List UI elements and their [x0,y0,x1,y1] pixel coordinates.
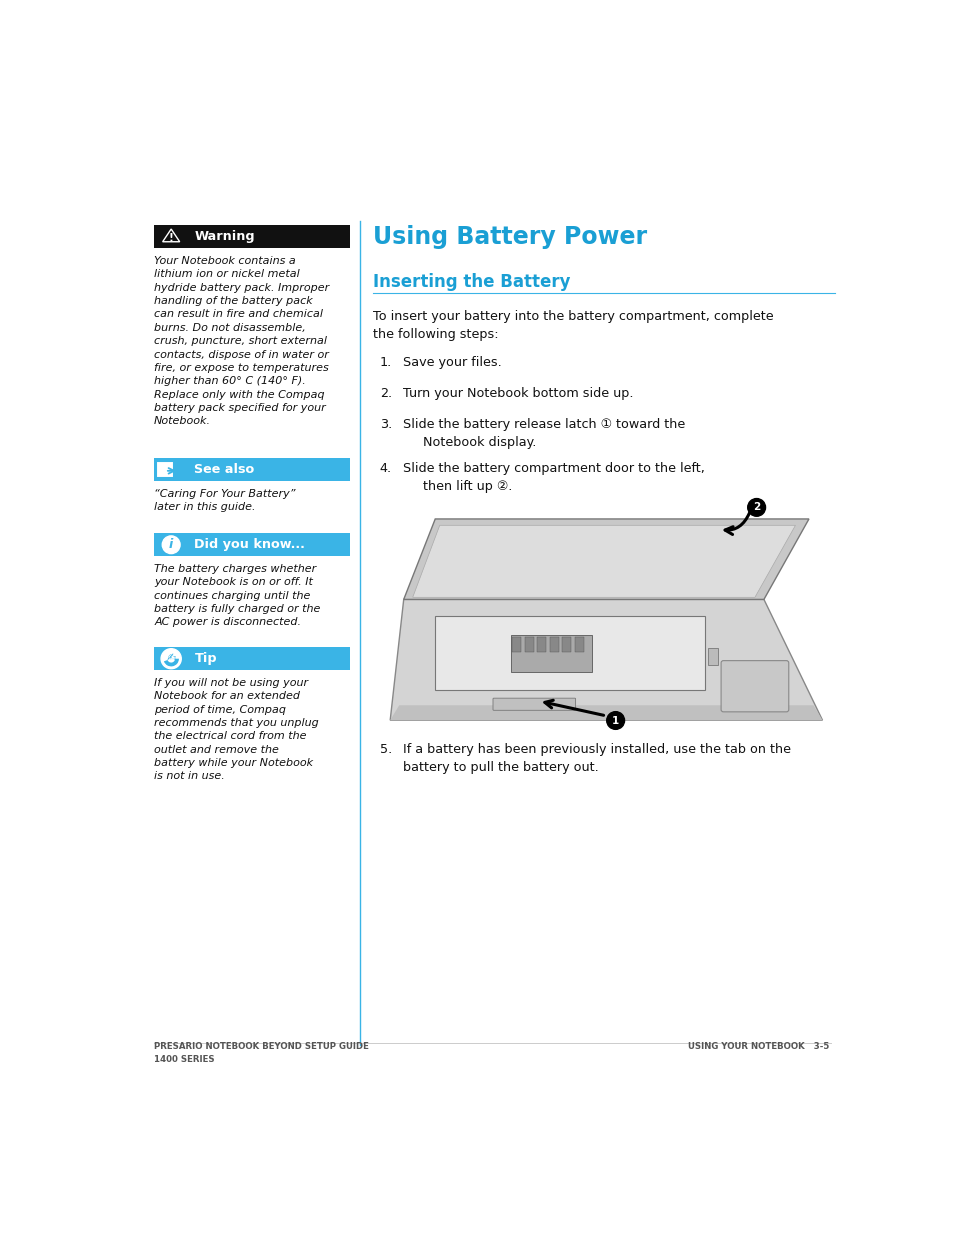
Text: If a battery has been previously installed, use the tab on the
battery to pull t: If a battery has been previously install… [402,743,790,774]
Circle shape [162,536,180,553]
Text: “Caring For Your Battery”
later in this guide.: “Caring For Your Battery” later in this … [154,489,295,511]
Bar [574,637,583,652]
FancyBboxPatch shape [493,698,575,710]
Text: PRESARIO NOTEBOOK BEYOND SETUP GUIDE: PRESARIO NOTEBOOK BEYOND SETUP GUIDE [154,1041,369,1051]
Text: See also: See also [194,463,254,475]
Bar [708,647,717,664]
Text: If you will not be using your
Notebook for an extended
period of time, Compaq
re: If you will not be using your Notebook f… [154,678,318,782]
Text: !: ! [169,232,173,242]
Bar [154,534,350,556]
Bar [512,637,521,652]
Bar [381,515,831,726]
Text: Inserting the Battery: Inserting the Battery [373,273,570,291]
Text: Turn your Notebook bottom side up.: Turn your Notebook bottom side up. [402,387,633,400]
Text: Slide the battery compartment door to the left,
     then lift up ②.: Slide the battery compartment door to th… [402,462,704,493]
Text: 5.: 5. [379,743,392,756]
Text: ✍: ✍ [167,653,175,663]
Circle shape [161,648,181,668]
Text: The battery charges whether
your Notebook is on or off. It
continues charging un: The battery charges whether your Noteboo… [154,564,320,627]
Text: Tip: Tip [194,652,217,666]
Bar [154,225,350,248]
Text: Warning: Warning [194,230,254,243]
Bar [154,458,350,480]
Bar [511,635,591,672]
Bar [524,637,534,652]
Text: 3.: 3. [379,417,392,431]
Text: Save your files.: Save your files. [402,356,501,369]
Text: i: i [169,538,173,551]
Text: 4.: 4. [379,462,392,475]
Polygon shape [390,599,821,720]
Text: 1.: 1. [379,356,392,369]
Circle shape [606,711,624,730]
Text: Slide the battery release latch ① toward the
     Notebook display.: Slide the battery release latch ① toward… [402,417,684,448]
Text: USING YOUR NOTEBOOK   3-5: USING YOUR NOTEBOOK 3-5 [687,1041,828,1051]
Text: Did you know...: Did you know... [194,538,305,551]
FancyBboxPatch shape [156,461,173,478]
Polygon shape [413,525,795,598]
Polygon shape [162,228,179,242]
Circle shape [161,535,181,555]
Bar [435,616,704,690]
Bar [154,647,350,671]
Text: To insert your battery into the battery compartment, complete
the following step: To insert your battery into the battery … [373,310,773,341]
Bar [549,637,558,652]
Text: Your Notebook contains a
lithium ion or nickel metal
hydride battery pack. Impro: Your Notebook contains a lithium ion or … [154,256,329,426]
Text: 1: 1 [612,715,618,725]
FancyBboxPatch shape [720,661,788,711]
Text: 1400 SERIES: 1400 SERIES [154,1056,214,1065]
Bar [537,637,546,652]
Polygon shape [390,705,821,720]
Text: Using Battery Power: Using Battery Power [373,225,647,249]
Polygon shape [403,519,808,599]
Text: 2.: 2. [379,387,392,400]
Bar [561,637,571,652]
Wedge shape [164,658,179,667]
Circle shape [747,499,764,516]
Text: 2: 2 [752,503,760,513]
